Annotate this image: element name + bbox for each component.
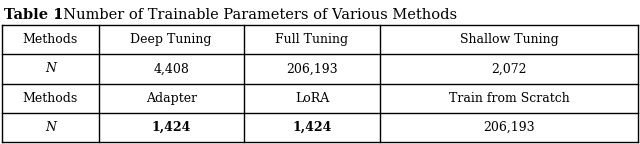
- Text: 206,193: 206,193: [483, 121, 535, 134]
- Text: Train from Scratch: Train from Scratch: [449, 92, 570, 105]
- Text: 1,424: 1,424: [152, 121, 191, 134]
- Text: N: N: [45, 62, 56, 75]
- Text: 2,072: 2,072: [492, 62, 527, 75]
- Text: . Number of Trainable Parameters of Various Methods: . Number of Trainable Parameters of Vari…: [54, 8, 457, 22]
- Text: Adapter: Adapter: [146, 92, 196, 105]
- Text: 4,408: 4,408: [153, 62, 189, 75]
- Text: Methods: Methods: [22, 33, 78, 46]
- Text: LoRA: LoRA: [295, 92, 329, 105]
- Text: 1,424: 1,424: [292, 121, 332, 134]
- Text: Methods: Methods: [22, 92, 78, 105]
- Text: Full Tuning: Full Tuning: [275, 33, 349, 46]
- Text: Table 1: Table 1: [4, 8, 63, 22]
- Text: N: N: [45, 121, 56, 134]
- Text: Deep Tuning: Deep Tuning: [131, 33, 212, 46]
- Text: Shallow Tuning: Shallow Tuning: [460, 33, 559, 46]
- Text: 206,193: 206,193: [286, 62, 338, 75]
